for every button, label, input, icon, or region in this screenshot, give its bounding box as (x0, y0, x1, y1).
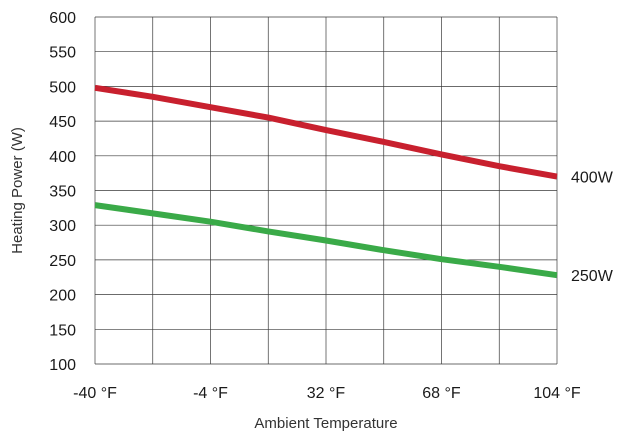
y-tick-label: 100 (49, 357, 76, 374)
x-tick-label: 68 °F (422, 385, 461, 402)
y-axis-title: Heating Power (W) (9, 127, 26, 254)
series-label-400W: 400W (571, 170, 614, 187)
x-tick-label: -4 °F (193, 385, 228, 402)
y-tick-label: 400 (49, 149, 76, 166)
x-tick-label: -40 °F (73, 385, 117, 402)
y-tick-label: 550 (49, 45, 76, 62)
y-tick-label: 250 (49, 253, 76, 270)
x-tick-label: 104 °F (533, 385, 581, 402)
y-tick-label: 150 (49, 322, 76, 339)
x-axis-title: Ambient Temperature (254, 415, 397, 432)
y-tick-label: 450 (49, 114, 76, 131)
y-tick-label: 200 (49, 288, 76, 305)
y-tick-label: 350 (49, 184, 76, 201)
y-tick-label: 600 (49, 10, 76, 27)
series-layer: 400W 250W (95, 88, 614, 285)
x-tick-label: 32 °F (307, 385, 346, 402)
y-tick-label: 500 (49, 79, 76, 96)
grid (95, 17, 557, 364)
y-tick-label: 300 (49, 218, 76, 235)
tick-labels: 100 150 200 250 300 350 400 450 500 550 600 -40 °F -… (49, 10, 581, 402)
series-label-250W: 250W (571, 268, 614, 285)
